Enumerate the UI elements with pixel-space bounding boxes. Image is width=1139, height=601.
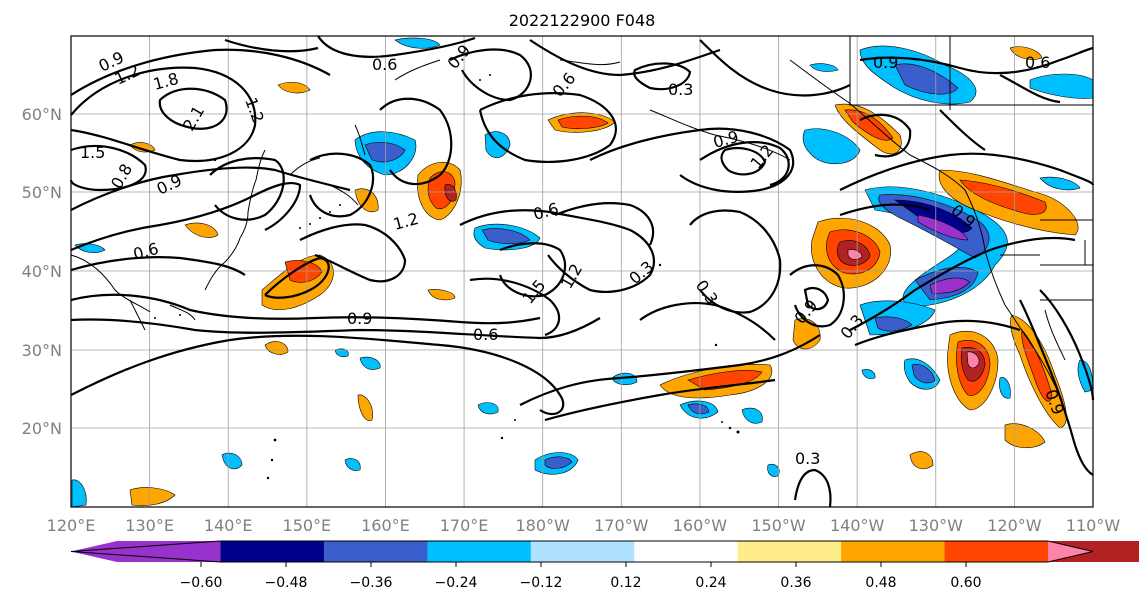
contour-label: 0.6	[1025, 53, 1050, 72]
latitude-labels: 60°N 50°N 40°N 30°N 20°N	[22, 105, 62, 438]
colorbar-tick-label: 0.12	[610, 575, 641, 591]
longitude-label: 120°E	[47, 516, 96, 535]
colorbar-segment	[530, 541, 635, 562]
colorbar-tick-label: −0.60	[180, 575, 223, 591]
longitude-label: 180°W	[516, 516, 571, 535]
map-panel: 0.9 1.2 1.8 2.1 1.5 0.9 1.2 0.6 0.9 0.6 …	[69, 35, 1095, 508]
colorbar-segment	[737, 541, 842, 562]
longitude-label: 110°W	[1066, 516, 1121, 535]
colorbar-segment	[427, 541, 532, 562]
colorbar-segment	[220, 541, 325, 562]
colorbar-tick-label: 0.24	[695, 575, 726, 591]
colorbar-tick-label: −0.48	[265, 575, 308, 591]
longitude-label: 130°E	[125, 516, 174, 535]
latitude-label: 40°N	[22, 262, 62, 281]
colorbar-tick-label: 0.60	[950, 575, 981, 591]
coastlines	[70, 36, 1093, 401]
longitude-label: 140°W	[830, 516, 885, 535]
latitude-label: 20°N	[22, 419, 62, 438]
longitude-label: 120°W	[987, 516, 1042, 535]
longitude-label: 160°W	[673, 516, 728, 535]
map-title: 2022122900 F048	[509, 11, 656, 30]
map-frame	[70, 35, 1094, 508]
longitude-label: 150°E	[283, 516, 332, 535]
colorbar-segment	[1048, 541, 1093, 562]
longitude-label: 170°W	[594, 516, 649, 535]
longitude-label: 140°E	[204, 516, 253, 535]
latitude-label: 30°N	[22, 341, 62, 360]
contour-label: 0.9	[873, 53, 898, 72]
contour-label: 0.3	[795, 449, 820, 468]
colorbar-tick-label: −0.12	[520, 575, 563, 591]
longitude-label: 130°W	[909, 516, 964, 535]
colorbar: −0.60 −0.48 −0.36 −0.24 −0.12 0.12 0.24 0.36 0.4…	[70, 540, 1139, 591]
latitude-label: 60°N	[22, 105, 62, 124]
latitude-label: 50°N	[22, 183, 62, 202]
colorbar-segment	[71, 541, 221, 562]
contour-label: 0.3	[668, 80, 693, 99]
contour-lines	[69, 35, 1095, 508]
contour-label: 0.9	[347, 309, 372, 328]
colorbar-segment	[841, 541, 946, 562]
map-gridlines	[71, 36, 1093, 507]
longitude-labels: 120°E 130°E 140°E 150°E 160°E 170°E 180°W 170°W…	[47, 516, 1121, 535]
longitude-label: 150°W	[751, 516, 806, 535]
colorbar-segment	[634, 541, 739, 562]
colorbar-segment	[944, 541, 1049, 562]
colorbar-outline	[70, 540, 1094, 563]
contour-label: 0.6	[473, 325, 498, 344]
colorbar-tick-label: 0.48	[865, 575, 896, 591]
colorbar-tick-label: 0.36	[780, 575, 811, 591]
contour-label: 0.6	[372, 55, 397, 74]
colorbar-tick-label: −0.36	[350, 575, 393, 591]
colorbar-segment	[323, 541, 428, 562]
island-dots	[154, 74, 740, 480]
contour-label: 1.5	[80, 143, 105, 162]
colorbar-tick-label: −0.24	[435, 575, 478, 591]
longitude-label: 160°E	[361, 516, 410, 535]
longitude-label: 170°E	[440, 516, 489, 535]
